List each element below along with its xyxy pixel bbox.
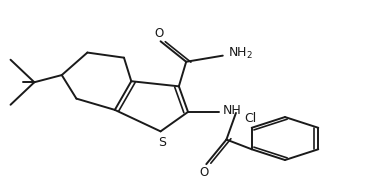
Text: NH: NH (223, 104, 241, 117)
Text: O: O (200, 166, 209, 179)
Text: Cl: Cl (244, 112, 256, 125)
Text: NH$_2$: NH$_2$ (228, 46, 253, 61)
Text: S: S (158, 137, 166, 149)
Text: O: O (154, 27, 163, 40)
